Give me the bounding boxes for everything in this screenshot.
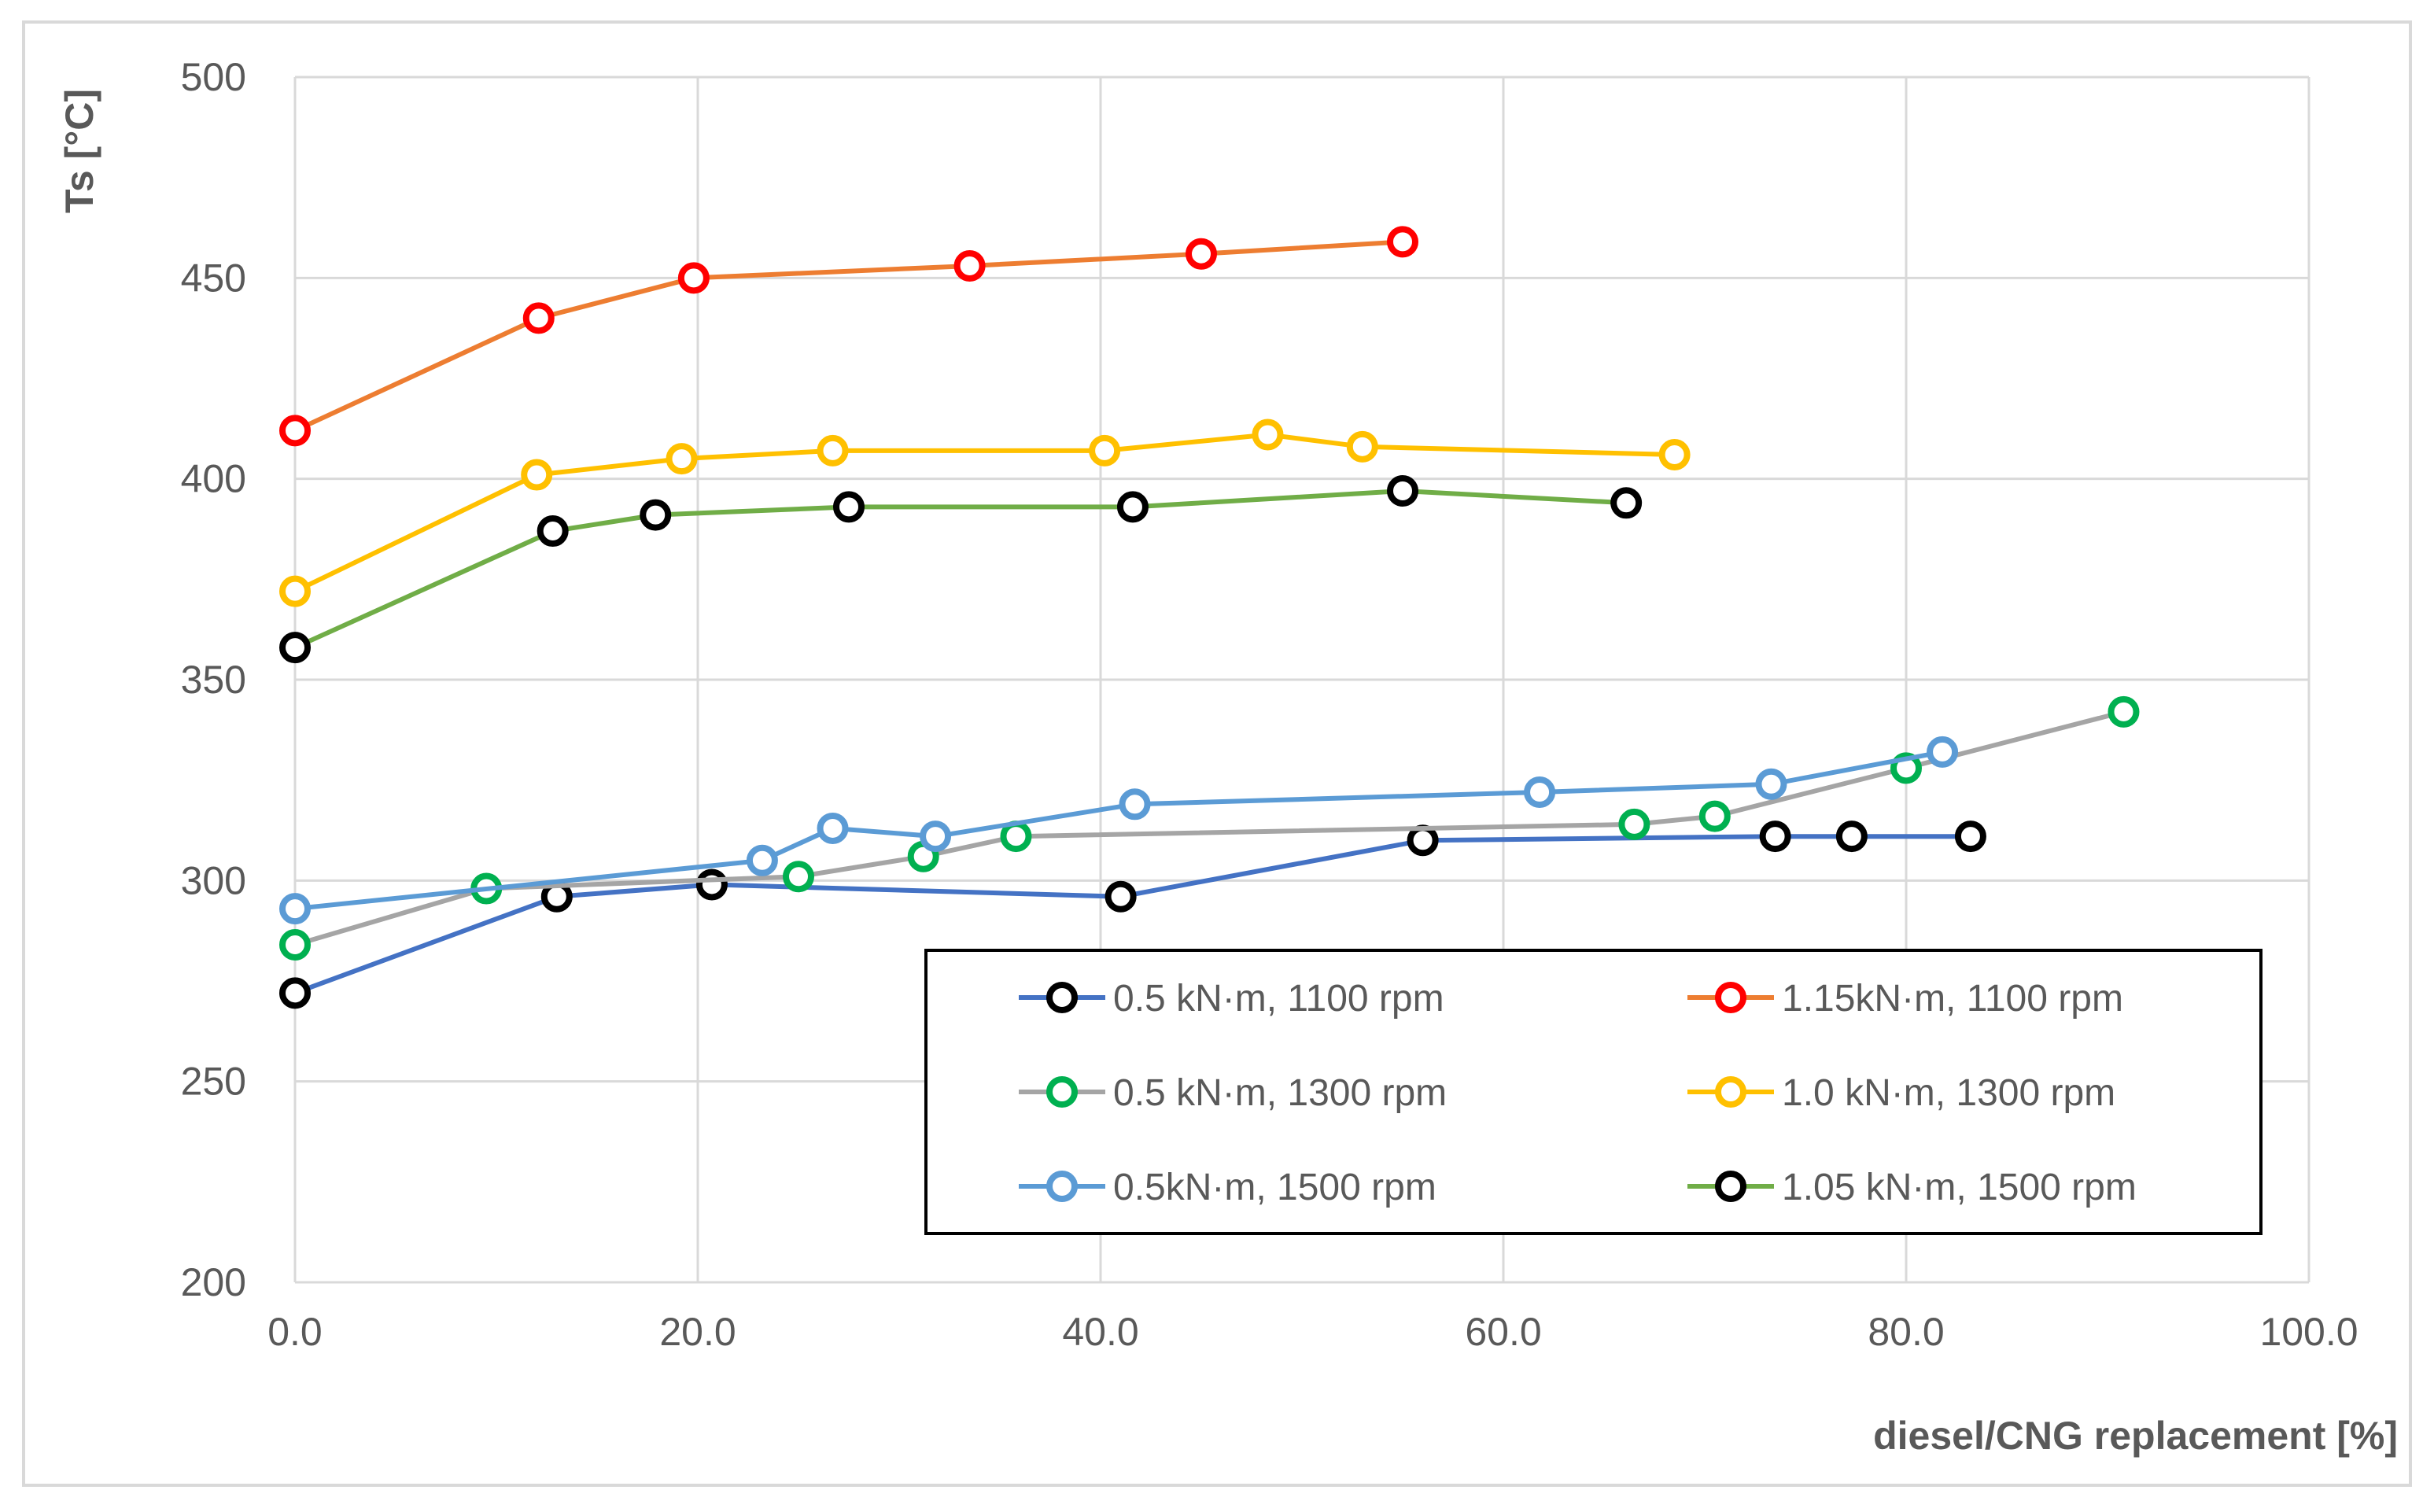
- data-point: [920, 821, 952, 853]
- y-tick-label: 400: [181, 457, 246, 501]
- series-line: [293, 239, 1403, 433]
- legend-item: 1.15kN·m, 1100 rpm: [1687, 978, 2123, 1020]
- x-tick-label: 60.0: [1465, 1310, 1541, 1354]
- x-axis-title: diesel/CNG replacement [%]: [1873, 1414, 2398, 1458]
- data-point: [817, 812, 849, 844]
- data-point: [279, 929, 311, 961]
- data-point: [666, 443, 698, 475]
- legend-label: 0.5kN·m, 1500 rpm: [1113, 1167, 1436, 1208]
- legend-marker-swatch: [1046, 1171, 1078, 1202]
- y-tick-label: 200: [181, 1260, 246, 1304]
- x-tick-label: 0.0: [267, 1310, 323, 1354]
- data-point: [817, 434, 849, 467]
- data-point: [1610, 487, 1643, 519]
- x-tick-label: 100.0: [2259, 1310, 2358, 1354]
- legend-label: 0.5 kN·m, 1100 rpm: [1113, 978, 1444, 1020]
- legend-box: [924, 949, 2263, 1235]
- data-point: [746, 844, 778, 876]
- series-group: [279, 226, 2140, 1009]
- series-1-15kn-m-1100-rpm: [279, 226, 1418, 447]
- data-point: [1927, 736, 1959, 768]
- data-point: [522, 302, 555, 334]
- data-point: [1387, 474, 1418, 507]
- y-tick-label: 300: [181, 858, 246, 902]
- y-axis-title: Ts [°C]: [57, 89, 101, 213]
- data-point: [783, 861, 814, 893]
- data-point: [1698, 800, 1731, 832]
- gridlines: [293, 76, 2310, 1284]
- series-line: [293, 432, 1675, 594]
- data-point: [279, 977, 311, 1009]
- legend-marker-swatch: [1715, 1171, 1746, 1202]
- data-point: [833, 491, 865, 523]
- legend-marker-swatch: [1715, 982, 1746, 1013]
- data-point: [1105, 880, 1137, 913]
- x-tick-label: 80.0: [1868, 1310, 1944, 1354]
- data-point: [1116, 491, 1149, 523]
- legend-marker-swatch: [1046, 1076, 1078, 1108]
- y-tick-label: 450: [181, 256, 246, 300]
- legend-item: 0.5 kN·m, 1100 rpm: [1019, 978, 1444, 1020]
- y-tick-label: 350: [181, 658, 246, 702]
- data-point: [279, 415, 311, 447]
- data-point: [953, 250, 986, 282]
- legend: 0.5 kN·m, 1100 rpm 1.15kN·m, 1100 rpm 0.5 …: [924, 949, 2263, 1235]
- legend-marker-swatch: [1046, 982, 1078, 1013]
- data-point: [279, 575, 311, 607]
- data-point: [1119, 788, 1151, 821]
- data-point: [1755, 768, 1787, 800]
- series-1-0-kn-m-1300-rpm: [279, 419, 1691, 607]
- data-point: [2108, 695, 2140, 728]
- data-point: [1186, 238, 1217, 270]
- data-point: [695, 868, 728, 901]
- data-point: [537, 515, 569, 548]
- legend-item: 0.5kN·m, 1500 rpm: [1019, 1167, 1436, 1208]
- data-point: [1407, 824, 1439, 857]
- chart-border: [22, 20, 2412, 1487]
- series-1-05-kn-m-1500-rpm: [279, 474, 1643, 664]
- legend-label: 1.0 kN·m, 1300 rpm: [1782, 1072, 2115, 1114]
- x-tick-label: 20.0: [659, 1310, 736, 1354]
- data-point: [1954, 821, 1986, 853]
- axes: 200 250 300 350 400 450 500 0.0 20.0 40.0 60.0 80.0…: [181, 55, 2358, 1354]
- legend-label: 1.15kN·m, 1100 rpm: [1782, 978, 2123, 1020]
- data-point: [1618, 808, 1650, 840]
- data-point: [1524, 776, 1556, 808]
- data-point: [1387, 226, 1418, 258]
- y-tick-label: 500: [181, 55, 246, 99]
- data-point: [1759, 821, 1791, 853]
- data-point: [1835, 821, 1868, 853]
- data-point: [1658, 439, 1691, 471]
- legend-label: 1.05 kN·m, 1500 rpm: [1782, 1167, 2137, 1208]
- data-point: [1000, 821, 1032, 853]
- data-point: [1089, 434, 1121, 467]
- legend-marker-swatch: [1715, 1076, 1746, 1108]
- series-0-5-kn-m-1300-rpm: [279, 695, 2140, 961]
- legend-item: 1.0 kN·m, 1300 rpm: [1687, 1072, 2115, 1114]
- legend-label: 0.5 kN·m, 1300 rpm: [1113, 1072, 1447, 1114]
- data-point: [521, 459, 553, 491]
- data-point: [677, 262, 710, 294]
- legend-item: 1.05 kN·m, 1500 rpm: [1687, 1167, 2137, 1208]
- data-point: [279, 632, 311, 664]
- data-point: [640, 499, 672, 531]
- y-tick-label: 250: [181, 1060, 246, 1104]
- x-tick-label: 40.0: [1062, 1310, 1138, 1354]
- series-0-5kn-m-1500-rpm: [279, 736, 1959, 925]
- data-point: [1252, 419, 1284, 451]
- series-0-5-kn-m-1100-rpm: [279, 821, 1986, 1009]
- legend-item: 0.5 kN·m, 1300 rpm: [1019, 1072, 1447, 1114]
- data-point: [279, 893, 311, 925]
- data-point: [1346, 430, 1378, 463]
